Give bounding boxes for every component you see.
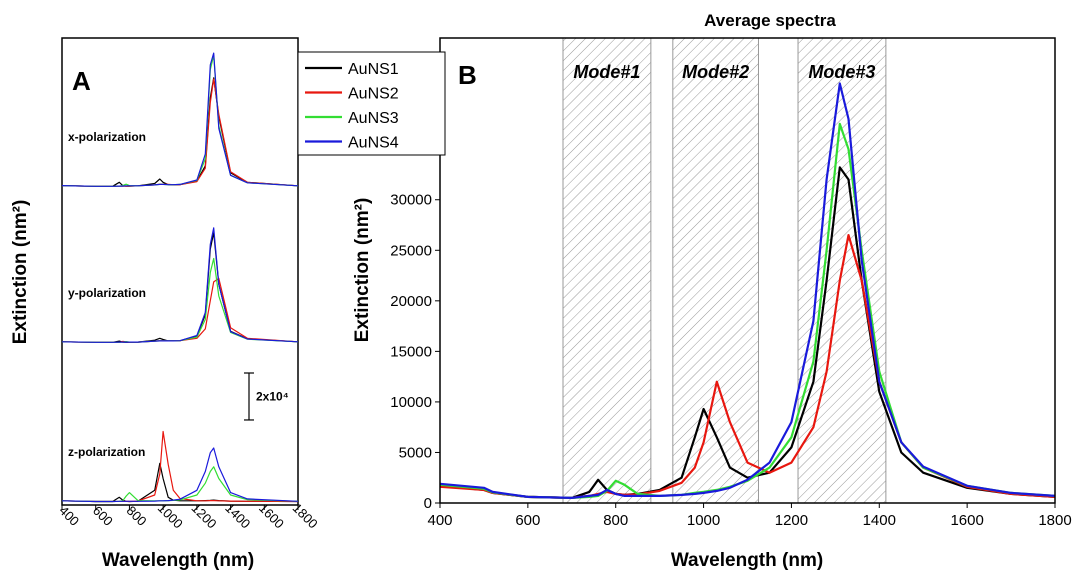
x-tick-label: 600 xyxy=(90,503,116,529)
plot-frame xyxy=(439,37,1056,504)
data-line xyxy=(61,466,299,503)
data-line xyxy=(61,447,299,503)
data-line xyxy=(439,166,1056,499)
scale-bar-label: 2x10⁴ xyxy=(256,389,289,403)
x-tick-label: 400 xyxy=(427,512,452,529)
legend-label: AuNS1 xyxy=(348,61,399,78)
mode-label: Mode#3 xyxy=(808,62,875,82)
y-tick-label: 30000 xyxy=(390,192,432,209)
data-line xyxy=(61,54,299,187)
y-tick-label: 5000 xyxy=(399,444,432,461)
y-axis-label: Extinction (nm²) xyxy=(352,198,373,343)
legend-label: AuNS2 xyxy=(348,86,399,103)
data-line xyxy=(61,257,299,343)
mode-label: Mode#1 xyxy=(573,62,640,82)
data-line xyxy=(61,462,299,503)
mode-band xyxy=(562,37,652,504)
x-axis-label: Wavelength (nm) xyxy=(671,550,823,571)
polarization-label: y-polarization xyxy=(68,286,146,300)
mode-label: Mode#2 xyxy=(682,62,749,82)
x-tick-label: 1800 xyxy=(1038,512,1071,529)
x-tick-label: 800 xyxy=(124,503,150,529)
mode-band xyxy=(672,37,759,504)
y-tick-label: 25000 xyxy=(390,242,432,259)
data-line xyxy=(439,82,1056,499)
x-tick-label: 400 xyxy=(56,503,82,529)
y-tick-label: 0 xyxy=(424,495,432,512)
panel-label: B xyxy=(458,60,477,90)
x-axis-label: Wavelength (nm) xyxy=(102,550,254,571)
polarization-label: z-polarization xyxy=(68,445,145,459)
x-tick-label: 600 xyxy=(515,512,540,529)
panel-label: A xyxy=(72,66,91,96)
chart-title: Average spectra xyxy=(704,11,836,30)
legend-label: AuNS4 xyxy=(348,135,399,152)
x-tick-label: 1400 xyxy=(863,512,896,529)
legend-box xyxy=(297,51,446,156)
y-tick-label: 20000 xyxy=(390,293,432,310)
data-line xyxy=(61,430,299,503)
data-line xyxy=(61,52,299,187)
x-tick-label: 1000 xyxy=(687,512,720,529)
data-line xyxy=(61,227,299,343)
y-tick-label: 15000 xyxy=(390,343,432,360)
x-tick-label: 800 xyxy=(603,512,628,529)
x-tick-label: 1200 xyxy=(775,512,808,529)
plot-frame xyxy=(61,37,299,506)
y-axis-label: Extinction (nm²) xyxy=(10,200,31,345)
polarization-label: x-polarization xyxy=(68,130,146,144)
x-tick-label: 1800 xyxy=(290,500,321,531)
y-tick-label: 10000 xyxy=(390,394,432,411)
legend-label: AuNS3 xyxy=(348,110,399,127)
x-tick-label: 1600 xyxy=(950,512,983,529)
